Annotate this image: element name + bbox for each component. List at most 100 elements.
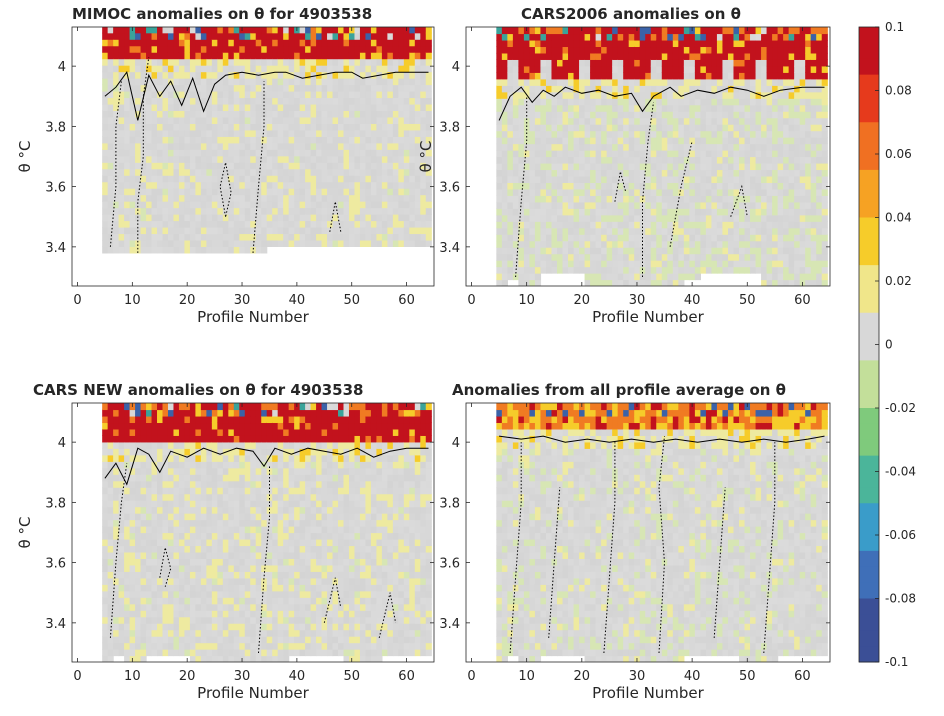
x-tick-label: 60 [398, 669, 415, 684]
x-tick-label: 30 [629, 293, 646, 308]
y-axis-label: θ °C [16, 517, 34, 549]
dotted-contour-4 [323, 577, 342, 623]
colorbar-segment [859, 265, 879, 282]
colorbar-segment [859, 630, 879, 647]
x-tick-label: 0 [467, 669, 475, 684]
heatmap-cells [496, 403, 828, 662]
x-tick-label: 0 [73, 669, 81, 684]
dotted-contour-2 [642, 102, 654, 277]
x-tick-label: 40 [684, 669, 701, 684]
colorbar-segment [859, 169, 879, 187]
heatmap-cells [102, 27, 432, 254]
colorbar-tick-label: 0 [885, 338, 893, 352]
colorbar-segment [859, 122, 879, 139]
colorbar-segment [859, 296, 879, 314]
colorbar-tick-label: -0.06 [885, 528, 916, 542]
colorbar-tick-label: -0.02 [885, 401, 916, 415]
y-tick-label: 3.8 [45, 120, 66, 135]
dotted-contour-1 [509, 442, 522, 654]
heatmap-cells [102, 403, 432, 662]
y-tick-label: 3.8 [45, 496, 66, 511]
colorbar-segment [859, 487, 879, 504]
colorbar-segment [859, 408, 879, 425]
colorbar-segment [859, 74, 879, 92]
zero-contour [104, 71, 429, 121]
x-tick-label: 20 [179, 669, 196, 684]
x-tick-label: 10 [124, 293, 141, 308]
y-tick-label: 3.6 [45, 181, 66, 196]
colorbar-segment [859, 503, 879, 520]
axes-box [465, 402, 831, 663]
dotted-contour-5 [713, 487, 726, 638]
colorbar-segment [859, 233, 879, 250]
colorbar-segment [859, 27, 879, 44]
x-axis-label: Profile Number [592, 684, 704, 702]
x-axis-label: Profile Number [197, 684, 309, 702]
colorbar-segment [859, 42, 879, 60]
x-tick-label: 40 [289, 293, 306, 308]
colorbar-tick-label: -0.08 [885, 592, 916, 606]
y-tick-label: 3.4 [439, 617, 460, 632]
colorbar-segment [859, 106, 879, 123]
panel-title: CARS2006 anomalies on θ [521, 5, 741, 23]
y-tick-label: 3.6 [439, 557, 460, 572]
colorbar-segment [859, 423, 879, 441]
y-tick-label: 3.6 [45, 557, 66, 572]
colorbar-segment [859, 471, 879, 488]
colorbar-tick-label: 0.02 [885, 274, 912, 288]
y-tick-label: 4 [452, 436, 460, 451]
x-tick-label: 0 [467, 293, 475, 308]
x-tick-label: 20 [179, 293, 196, 308]
x-tick-label: 10 [518, 669, 535, 684]
x-tick-label: 10 [518, 293, 535, 308]
colorbar-segment [859, 312, 879, 330]
dotted-contour-2 [258, 466, 270, 654]
panel-title: CARS NEW anomalies on θ for 4903538 [33, 381, 363, 399]
x-tick-label: 20 [574, 669, 591, 684]
dotted-contour-3 [159, 547, 172, 587]
panel-2: 0 10 20 30 40 50 60 3.4 3.6 3.8 4 CARS2006 anomalie… [417, 5, 831, 326]
colorbar-tick-label: 0.1 [885, 20, 904, 34]
x-tick-label: 20 [574, 293, 591, 308]
colorbar-segment [859, 582, 879, 600]
y-tick-label: 3.4 [439, 241, 460, 256]
colorbar: 0.1 0.08 0.06 0.04 0.02 0 -0.02 -0.04 -0.06 -0.08… [858, 20, 916, 669]
y-tick-label: 3.8 [439, 120, 460, 135]
x-tick-label: 40 [289, 669, 306, 684]
colorbar-segment [859, 360, 879, 377]
x-tick-label: 10 [124, 669, 141, 684]
colorbar-tick-label: 0.06 [885, 147, 912, 161]
y-tick-label: 3.4 [45, 617, 66, 632]
colorbar-segment [859, 598, 879, 615]
colorbar-segment [859, 455, 879, 473]
axes-box [71, 26, 435, 287]
y-tick-label: 4 [452, 60, 460, 75]
x-tick-label: 60 [398, 293, 415, 308]
y-tick-label: 3.8 [439, 496, 460, 511]
colorbar-segment [859, 566, 879, 584]
dotted-contour-6 [763, 442, 776, 654]
colorbar-segment [859, 519, 879, 536]
panel-4: 0 10 20 30 40 50 60 3.4 3.6 3.8 4 Anomalies from al… [439, 381, 831, 702]
dotted-contour-1 [515, 96, 528, 278]
dotted-contour-5 [730, 184, 748, 217]
colorbar-segment [859, 58, 879, 76]
dotted-contour-3 [603, 442, 616, 654]
zero-contour [499, 435, 825, 443]
colorbar-tick-label: 0.04 [885, 211, 912, 225]
x-axis-label: Profile Number [592, 308, 704, 326]
x-tick-label: 60 [794, 669, 811, 684]
y-tick-label: 4 [58, 60, 66, 75]
dotted-contour-2 [548, 487, 561, 638]
x-tick-label: 50 [739, 669, 756, 684]
colorbar-segment [859, 201, 879, 219]
colorbar-segment [859, 281, 879, 298]
colorbar-segment [859, 185, 879, 203]
colorbar-segment [859, 217, 879, 234]
colorbar-segment [859, 439, 879, 457]
x-tick-label: 50 [343, 669, 360, 684]
axes-box [465, 26, 831, 287]
panel-3: 0 10 20 30 40 50 60 3.4 3.6 3.8 4 CARS NEW anomalie… [16, 381, 435, 702]
dotted-contour-3 [669, 141, 693, 247]
